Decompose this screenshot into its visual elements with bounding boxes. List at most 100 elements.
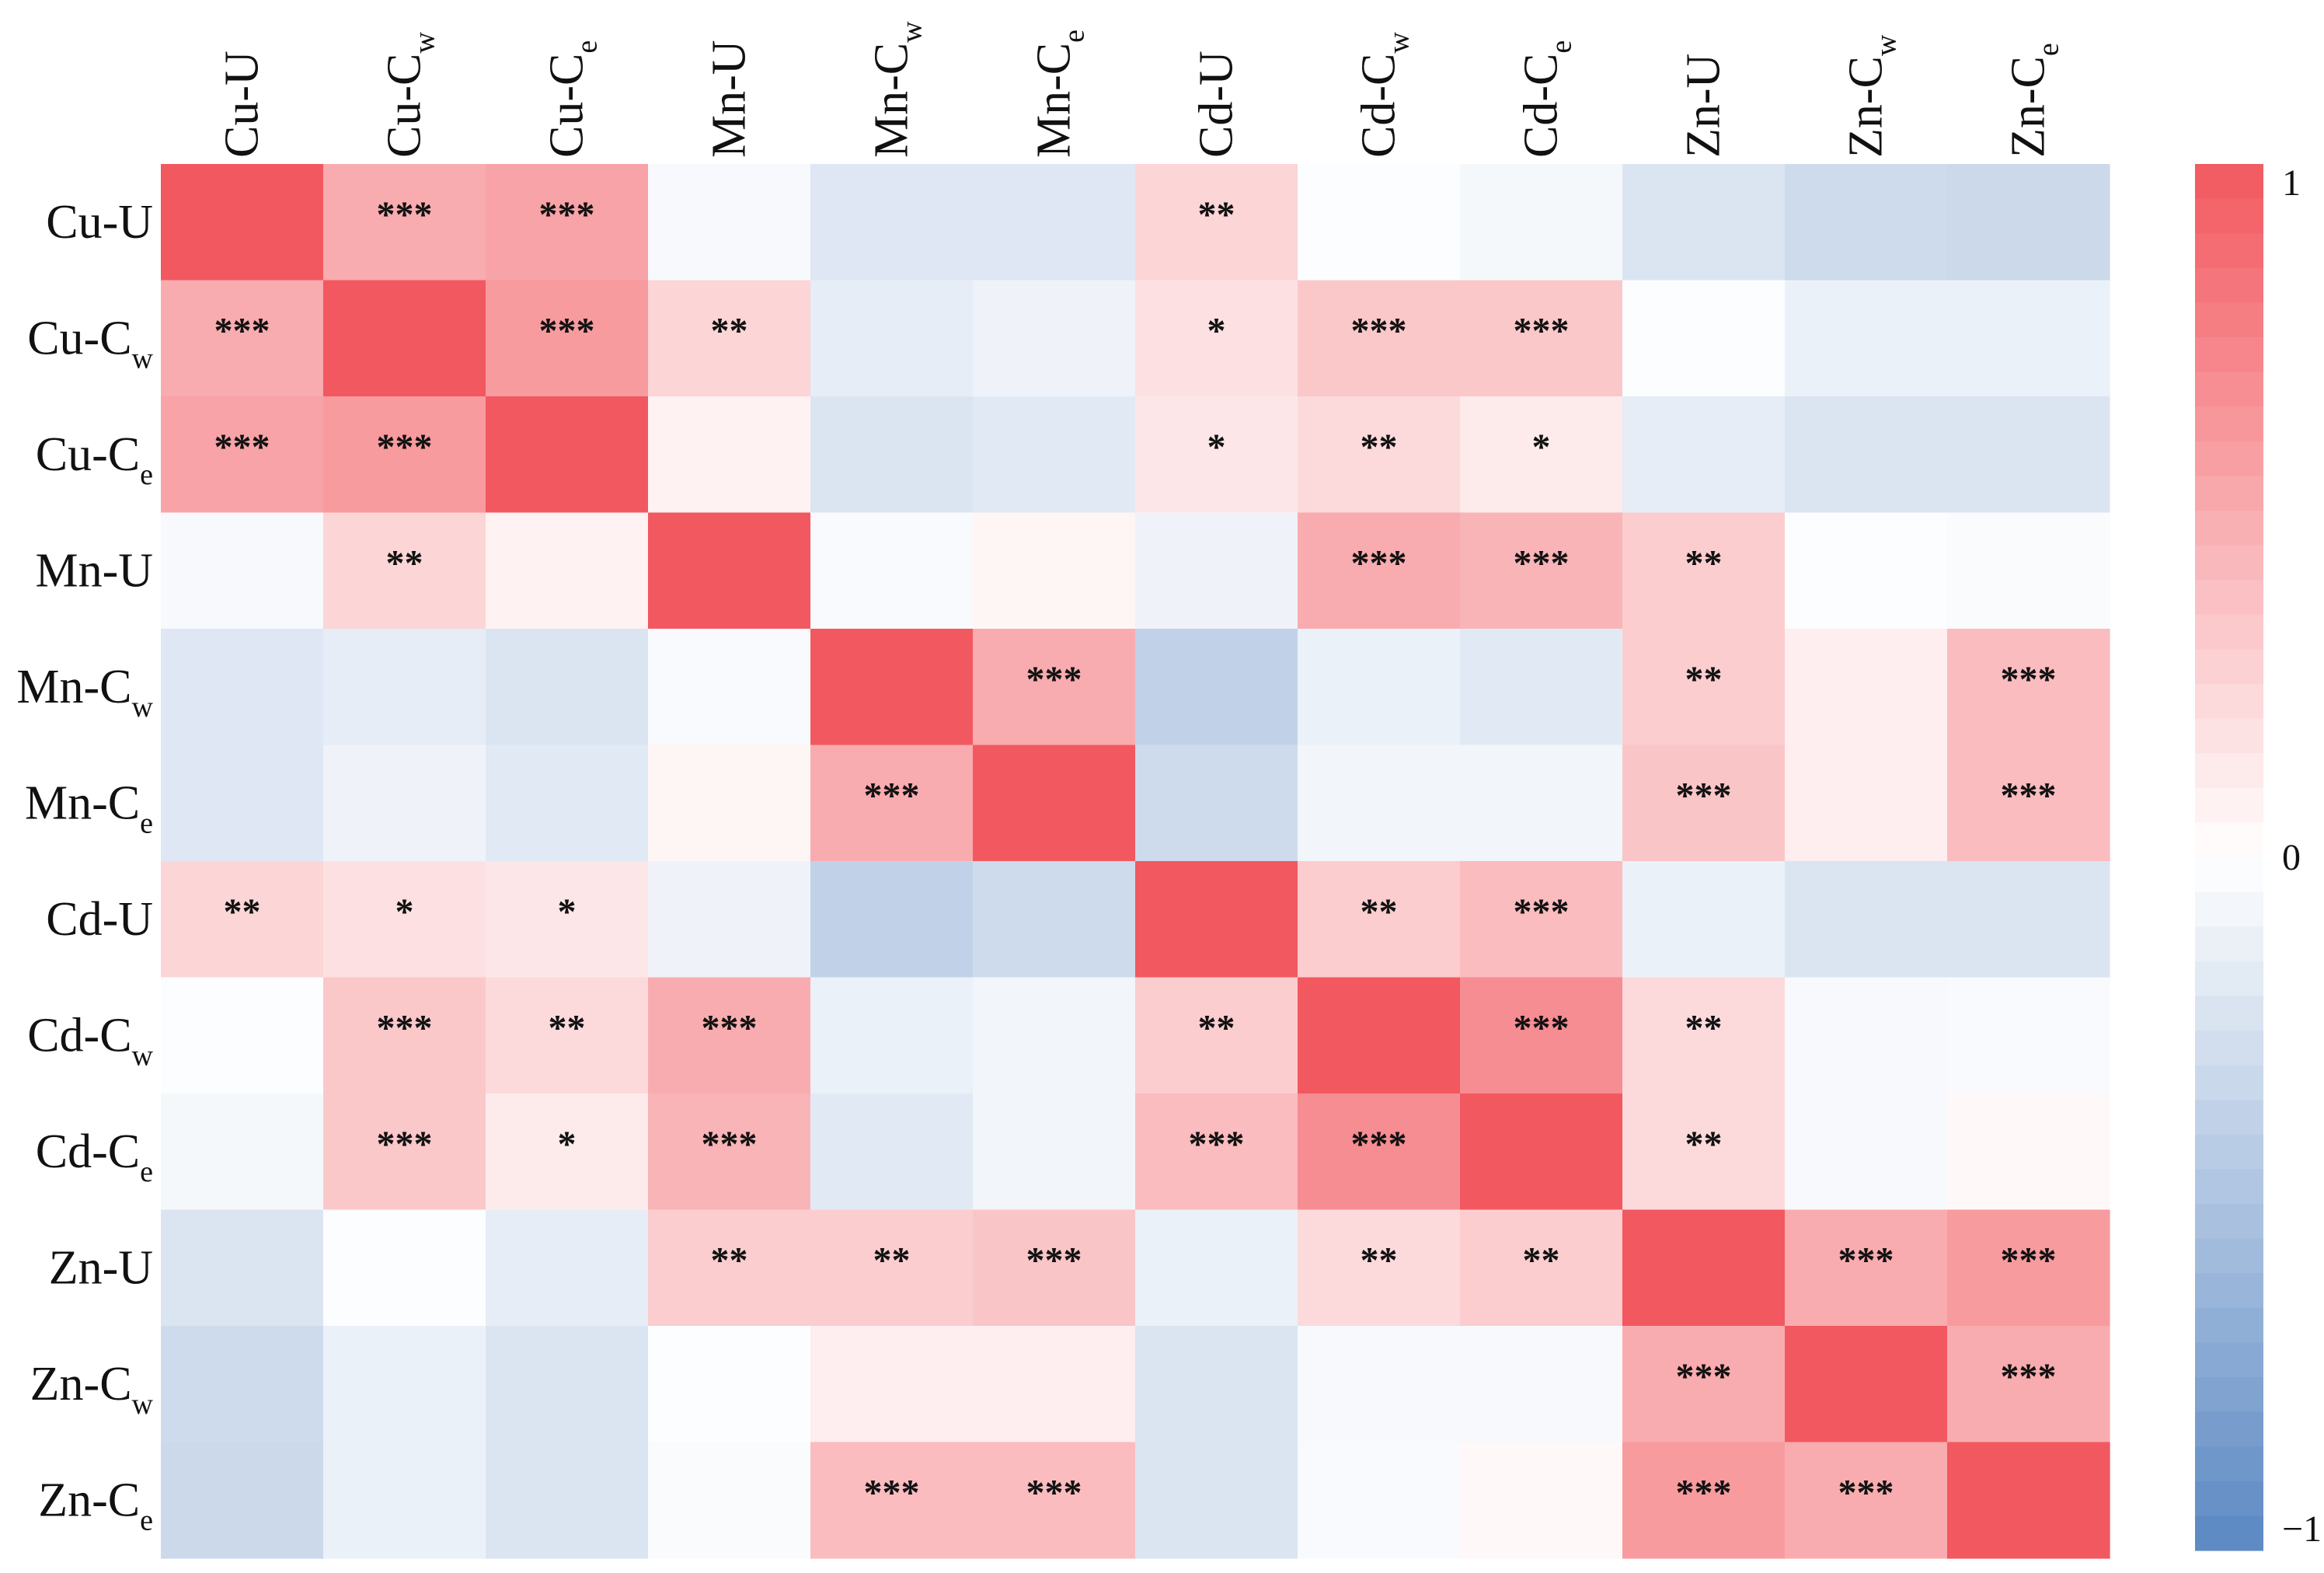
colorbar-step [2195,718,2263,754]
heatmap-cell [1622,977,1786,1094]
significance-mark: *** [1189,1124,1245,1165]
significance-mark: ** [386,542,423,584]
heatmap-cell [1622,1093,1786,1211]
significance-mark: ** [1198,1007,1235,1048]
significance-mark: *** [1514,542,1570,584]
heatmap-cell [1460,1209,1623,1327]
heatmap-cell [648,512,811,630]
colorbar-step [2195,684,2263,720]
heatmap-cell [1785,861,1948,978]
heatmap-cell [323,280,486,397]
heatmap-cell [973,1209,1136,1327]
heatmap-cell [1622,1442,1786,1559]
colorbar-step [2195,1515,2263,1551]
heatmap-cell [810,164,974,281]
significance-mark: *** [1514,891,1570,933]
heatmap-cell [1947,1442,2110,1559]
heatmap-cell [1947,629,2110,746]
heatmap-cell [486,1093,649,1211]
significance-mark: *** [1351,542,1407,584]
heatmap-cell [1785,745,1948,862]
heatmap-cell [323,629,486,746]
significance-mark: ** [873,1240,911,1281]
heatmap-cell [323,861,486,978]
heatmap-cell [973,164,1136,281]
heatmap-cell [1298,396,1461,514]
significance-mark: * [558,891,577,933]
heatmap-cell [648,1442,811,1559]
significance-marks: *** *** ***** *** ** * *** ****** *** * ** *** *** **… [214,194,2057,1514]
heatmap-cell [161,512,324,630]
heatmap-cell [1460,1326,1623,1443]
heatmap-cells [161,164,2110,1559]
colorbar-step [2195,545,2263,581]
heatmap-cell [1298,512,1461,630]
heatmap-cell [810,1442,974,1559]
significance-mark: *** [2001,659,2057,700]
heatmap-cell [1622,629,1786,746]
heatmap-cell [1460,1093,1623,1211]
heatmap-cell [973,629,1136,746]
colorbar-step [2195,1342,2263,1378]
colorbar-step [2195,302,2263,338]
colorbar-step [2195,1134,2263,1170]
heatmap-cell [810,396,974,514]
heatmap-cell [323,745,486,862]
heatmap-cell [1298,280,1461,397]
significance-mark: *** [702,1124,758,1165]
heatmap-cell [1460,861,1623,978]
colorbar-step [2195,891,2263,927]
significance-mark: ** [1685,1124,1723,1165]
heatmap-cell [648,1209,811,1327]
significance-mark: *** [864,1472,920,1513]
row-label: Cu-Cw [27,312,153,375]
significance-mark: * [1532,427,1551,468]
significance-mark: *** [1026,1472,1082,1513]
column-label: Cd-U [1190,51,1243,158]
heatmap-cell [973,1093,1136,1211]
heatmap-cell [1135,861,1298,978]
heatmap-cell [1622,164,1786,281]
heatmap-cell [486,861,649,978]
colorbar-step [2195,1031,2263,1066]
significance-mark: * [558,1124,577,1165]
significance-mark: *** [1676,775,1732,816]
heatmap-cell [1135,977,1298,1094]
heatmap-cell [1135,1326,1298,1443]
colorbar-step [2195,1481,2263,1516]
heatmap-cell [1785,396,1948,514]
heatmap-cell [648,629,811,746]
significance-mark: *** [1838,1472,1894,1513]
significance-mark: *** [214,427,270,468]
significance-mark: ** [549,1007,586,1048]
heatmap-cell [1298,629,1461,746]
heatmap-cell [1947,280,2110,397]
heatmap-cell [648,745,811,862]
column-label: Cu-U [216,51,269,158]
heatmap-cell [1622,396,1786,514]
row-label: Mn-Ce [25,776,153,839]
significance-mark: ** [224,891,261,933]
significance-mark: ** [1685,659,1723,700]
colorbar-step [2195,1204,2263,1240]
colorbar-step [2195,580,2263,616]
row-label: Cd-Ce [36,1125,153,1188]
heatmap-cell [323,512,486,630]
significance-mark: *** [214,310,270,351]
heatmap-cell [1947,164,2110,281]
colorbar-step [2195,961,2263,996]
heatmap-cell [648,977,811,1094]
heatmap-cell [323,1442,486,1559]
significance-mark: *** [539,194,595,235]
row-label: Cd-Cw [27,1009,153,1072]
heatmap-cell [1460,629,1623,746]
colorbar-step [2195,1273,2263,1309]
heatmap-cell [1785,1442,1948,1559]
significance-mark: *** [1351,310,1407,351]
row-label: Cu-U [46,196,153,249]
significance-mark: *** [702,1007,758,1048]
row-label: Zn-Ce [38,1474,153,1536]
heatmap-cell [1622,1209,1786,1327]
heatmap-cell [810,629,974,746]
